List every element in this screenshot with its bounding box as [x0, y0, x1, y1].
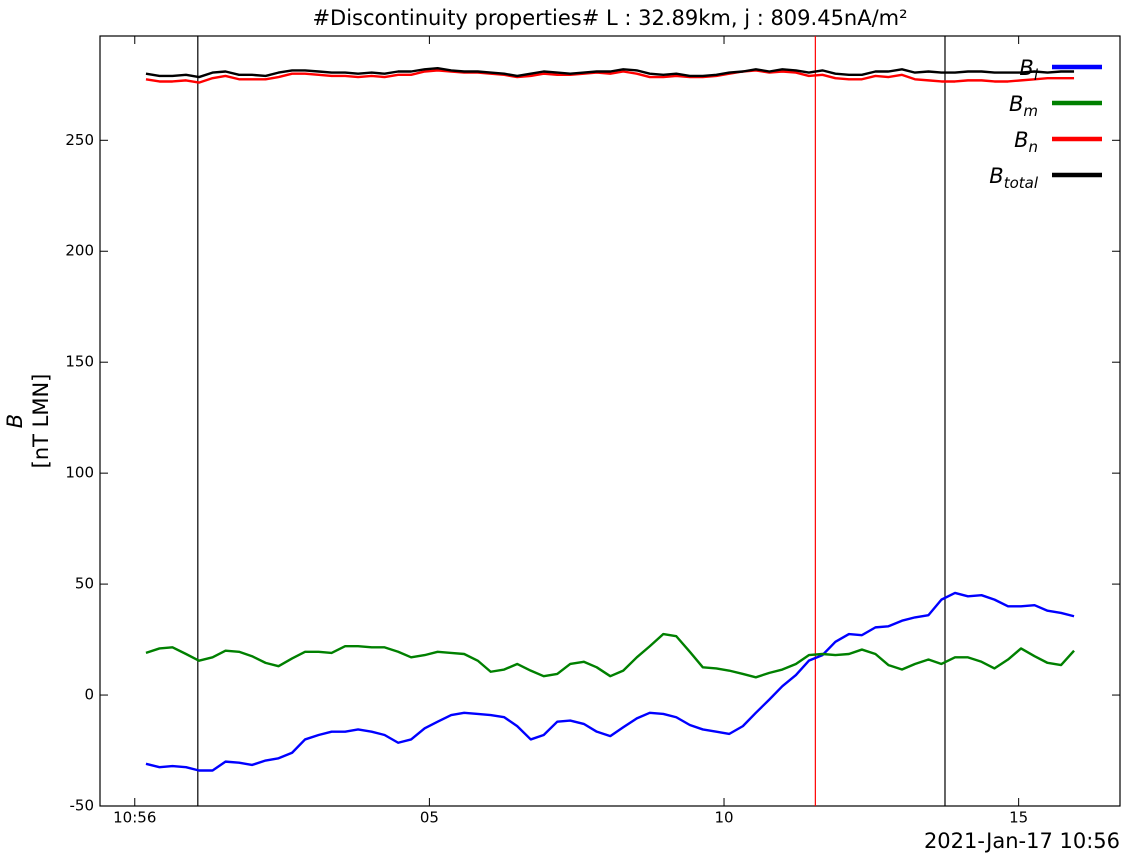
- y-tick-label: 0: [84, 686, 94, 704]
- legend-label: Bn: [1014, 128, 1038, 156]
- y-tick-label: 200: [65, 242, 94, 260]
- y-tick-label: 50: [75, 575, 94, 593]
- plot-frame: [99, 35, 1121, 807]
- y-tick-label: 250: [65, 131, 94, 149]
- x-offset-label: 2021-Jan-17 10:56: [924, 829, 1120, 853]
- x-tick-label: 10:56: [113, 809, 156, 827]
- x-tick-label: 05: [420, 809, 439, 827]
- series-line: [145, 591, 1075, 772]
- series-line: [145, 66, 1075, 79]
- chart-title: #Discontinuity properties# L : 32.89km, …: [312, 6, 907, 30]
- y-tick-label: 100: [65, 464, 94, 482]
- series-line: [145, 69, 1075, 84]
- y-tick-label: 150: [65, 353, 94, 371]
- legend-label: Btotal: [989, 164, 1039, 192]
- x-tick-label: 15: [1009, 809, 1028, 827]
- y-tick-label: -50: [70, 797, 95, 815]
- y-axis-label: [nT LMN]: [29, 374, 53, 469]
- x-tick-label: 10: [714, 809, 733, 827]
- legend-label: Bl: [1019, 56, 1038, 84]
- legend-label: Bm: [1009, 92, 1038, 120]
- y-axis-label: B: [3, 414, 27, 428]
- series-line: [145, 632, 1075, 679]
